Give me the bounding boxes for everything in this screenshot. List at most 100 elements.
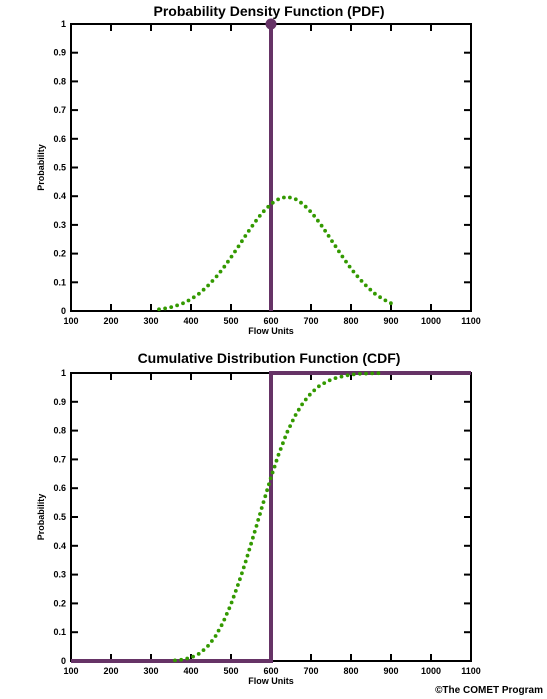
probabilistic-dot [307, 392, 312, 397]
y-tick-label: 0.9 [53, 48, 66, 58]
probabilistic-dot [270, 200, 275, 205]
probabilistic-dot [241, 565, 246, 570]
probabilistic-dot [201, 648, 206, 652]
y-tick-label: 0.9 [53, 397, 66, 407]
y-axis-label: Probability [36, 494, 46, 541]
probabilistic-dot [389, 301, 393, 306]
probabilistic-dot [303, 204, 308, 209]
y-tick-label: 0.4 [53, 541, 66, 551]
probabilistic-dot [272, 464, 277, 469]
x-tick-label: 300 [143, 316, 158, 326]
probabilistic-dot [196, 652, 201, 656]
cdf-chart: Cumulative Distribution Function (CDF)10… [36, 350, 481, 686]
probabilistic-dot [227, 606, 232, 611]
x-tick-label: 200 [103, 316, 118, 326]
y-tick-label: 1 [61, 368, 66, 378]
probabilistic-dot [322, 381, 327, 385]
deterministic-marker [265, 18, 277, 30]
x-tick-label: 700 [303, 666, 318, 676]
probabilistic-dot [296, 407, 301, 412]
probabilistic-dot [383, 298, 388, 303]
probabilistic-dot [364, 371, 368, 376]
probabilistic-dot [363, 283, 368, 288]
y-tick-label: 0.7 [53, 105, 66, 115]
probabilistic-dot [249, 541, 254, 546]
probabilistic-dot [263, 494, 268, 499]
probabilistic-dot [327, 378, 332, 383]
probabilistic-dot [191, 654, 196, 659]
probabilistic-dot [173, 658, 177, 663]
probabilistic-dot [175, 303, 180, 308]
probabilistic-dot [340, 254, 345, 259]
probabilistic-dot [219, 623, 224, 628]
probabilistic-dot [245, 553, 250, 558]
probabilistic-dot [256, 518, 261, 522]
y-tick-label: 0.3 [53, 220, 66, 230]
probabilistic-dot [231, 594, 236, 599]
probabilistic-dot [300, 402, 304, 407]
x-tick-label: 400 [183, 666, 198, 676]
probabilistic-dot [254, 218, 258, 223]
y-tick-label: 0.1 [53, 627, 66, 637]
x-tick-label: 500 [223, 316, 238, 326]
probabilistic-dot [214, 274, 219, 279]
probabilistic-dot [323, 228, 327, 233]
y-tick-label: 0.4 [53, 191, 66, 201]
probabilistic-dot [326, 234, 331, 238]
x-tick-label: 500 [223, 666, 238, 676]
y-tick-label: 0.1 [53, 277, 66, 287]
probabilistic-dot [243, 234, 248, 238]
probabilistic-dot [259, 506, 264, 510]
probabilistic-dot [276, 197, 280, 202]
copyright-credit: ©The COMET Program [435, 685, 543, 696]
probabilistic-dot [252, 529, 257, 534]
probabilistic-dot [229, 600, 234, 605]
probabilistic-dot [258, 512, 262, 516]
probabilistic-dot [293, 413, 298, 417]
probabilistic-dot [243, 559, 248, 564]
probabilistic-dot [278, 447, 283, 451]
probabilistic-dot [293, 197, 298, 202]
x-tick-label: 1100 [461, 316, 481, 326]
y-tick-label: 0.5 [53, 512, 66, 522]
probabilistic-dot [157, 307, 161, 312]
y-tick-label: 0.5 [53, 163, 66, 173]
probabilistic-dot [351, 372, 356, 377]
probabilistic-dot [274, 458, 279, 463]
x-tick-label: 600 [263, 666, 278, 676]
probabilistic-dot [224, 612, 229, 616]
probabilistic-dot [216, 628, 221, 633]
probabilistic-dot [210, 639, 214, 643]
probabilistic-dot [333, 376, 338, 380]
probabilistic-dot [206, 644, 210, 648]
probabilistic-dot [312, 213, 316, 218]
pdf-chart: Probability Density Function (PDF) 100 200… [36, 3, 481, 336]
probabilistic-dot [303, 397, 308, 402]
x-tick-label: 100 [63, 316, 78, 326]
probabilistic-dot [267, 482, 271, 487]
x-tick-label: 1100 [461, 666, 481, 676]
probabilistic-dot [206, 283, 211, 288]
probabilistic-dot [333, 244, 338, 249]
probabilistic-dot [179, 657, 184, 662]
probabilistic-dot [283, 435, 287, 440]
x-tick-label: 700 [303, 316, 318, 326]
probabilistic-dot [240, 239, 244, 244]
y-tick-label: 0.2 [53, 249, 66, 259]
x-tick-label: 900 [383, 666, 398, 676]
probabilistic-dot [351, 269, 356, 274]
probabilistic-dot [229, 254, 234, 259]
probabilistic-dot [330, 239, 334, 244]
probabilistic-dot [233, 589, 238, 593]
y-tick-label: 0.3 [53, 570, 66, 580]
probabilistic-dot [251, 535, 255, 540]
probabilistic-dot [210, 279, 215, 283]
probabilistic-dot [281, 441, 285, 446]
y-tick-label: 1 [61, 19, 66, 29]
x-tick-label: 200 [103, 666, 118, 676]
probabilistic-dot [288, 424, 292, 428]
probabilistic-dot [261, 500, 266, 504]
probabilistic-dot [185, 656, 190, 661]
probabilistic-dot [218, 269, 223, 274]
